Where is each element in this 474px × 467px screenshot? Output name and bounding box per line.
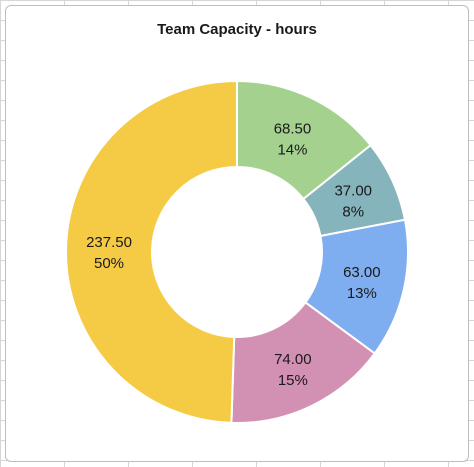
- donut-slice-0[interactable]: [236, 79, 372, 201]
- slice-percent-label: 15%: [278, 372, 308, 389]
- donut-slice-4[interactable]: [65, 79, 238, 424]
- slice-value-label: 237.50: [86, 234, 132, 251]
- chart-title: Team Capacity - hours: [157, 21, 317, 38]
- slice-percent-label: 8%: [342, 203, 364, 220]
- slice-value-label: 63.00: [343, 264, 381, 281]
- slice-percent-label: 14%: [277, 142, 307, 159]
- slice-value-label: 74.00: [274, 351, 312, 368]
- slice-percent-label: 50%: [94, 255, 124, 272]
- chart-area[interactable]: Team Capacity - hours 68.50 14% 37.00 8% 63.…: [5, 5, 469, 462]
- slice-value-label: 68.50: [274, 121, 312, 138]
- slice-value-label: 37.00: [334, 182, 372, 199]
- donut-slice-3[interactable]: [230, 301, 377, 424]
- donut-chart: 68.50 14% 37.00 8% 63.00 13% 74.00 15% 237.50 50%: [65, 79, 409, 424]
- slice-percent-label: 13%: [347, 285, 377, 302]
